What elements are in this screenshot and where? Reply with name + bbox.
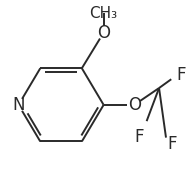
Text: O: O bbox=[97, 24, 110, 42]
Text: N: N bbox=[12, 96, 25, 114]
Text: CH₃: CH₃ bbox=[90, 6, 118, 21]
Text: F: F bbox=[135, 128, 144, 146]
Text: F: F bbox=[167, 135, 177, 154]
Text: F: F bbox=[177, 66, 186, 84]
Text: O: O bbox=[128, 96, 141, 114]
